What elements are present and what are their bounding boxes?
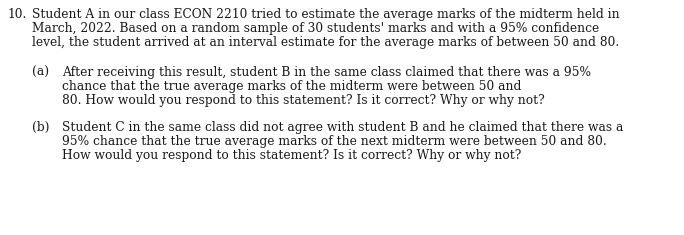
Text: (a): (a): [32, 66, 49, 79]
Text: March, 2022. Based on a random sample of 30 students' marks and with a 95% confi: March, 2022. Based on a random sample of…: [32, 22, 599, 35]
Text: Student C in the same class did not agree with student B and he claimed that the: Student C in the same class did not agre…: [62, 121, 623, 134]
Text: Student A in our class ECON 2210 tried to estimate the average marks of the midt: Student A in our class ECON 2210 tried t…: [32, 8, 620, 21]
Text: 80. How would you respond to this statement? Is it correct? Why or why not?: 80. How would you respond to this statem…: [62, 94, 544, 107]
Text: How would you respond to this statement? Is it correct? Why or why not?: How would you respond to this statement?…: [62, 149, 521, 162]
Text: (b): (b): [32, 121, 49, 134]
Text: After receiving this result, student B in the same class claimed that there was : After receiving this result, student B i…: [62, 66, 591, 79]
Text: 10.: 10.: [8, 8, 27, 21]
Text: 95% chance that the true average marks of the next midterm were between 50 and 8: 95% chance that the true average marks o…: [62, 135, 607, 148]
Text: chance that the true average marks of the midterm were between 50 and: chance that the true average marks of th…: [62, 80, 521, 93]
Text: level, the student arrived at an interval estimate for the average marks of betw: level, the student arrived at an interva…: [32, 36, 619, 49]
